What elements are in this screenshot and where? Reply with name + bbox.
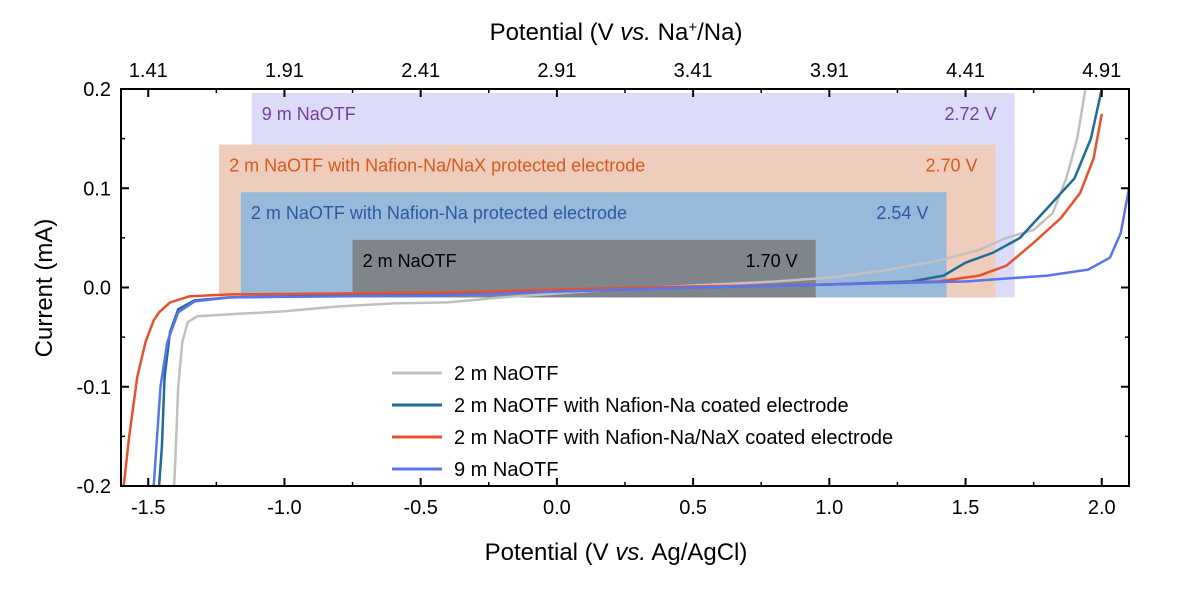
y-tick-label: 0.1	[83, 178, 111, 200]
x-tick-label: 0.5	[679, 497, 707, 519]
band-label-0: 9 m NaOTF	[262, 104, 356, 124]
axis-ticks: -1.5 -1.0 -0.5 0.0 0.5 1.0 1.5 2.0 1.41 1.91 2.41 2…	[77, 60, 1129, 519]
legend: 2 m NaOTF 2 m NaOTF with Nafion-Na coated…	[392, 363, 893, 481]
y-tick-label: 0.0	[83, 278, 111, 300]
x-axis-title: Potential (V vs. Ag/AgCl)	[485, 539, 748, 566]
top-x-tick-label: 1.41	[129, 60, 168, 82]
series-lines	[122, 88, 1131, 487]
x-tick-label: 1.5	[952, 497, 980, 519]
y-tick-label: -0.2	[77, 476, 111, 498]
top-x-tick-label: 1.91	[265, 60, 304, 82]
x-tick-label: 0.0	[543, 497, 571, 519]
top-x-axis-title: Potential (V vs. Na+/Na)	[490, 19, 743, 47]
x-tick-label: -1.0	[267, 497, 301, 519]
band-value-label-3: 1.70 V	[746, 251, 798, 271]
x-tick-label: 2.0	[1088, 497, 1116, 519]
top-x-tick-label: 3.41	[674, 60, 713, 82]
band-label-2: 2 m NaOTF with Nafion-Na protected elect…	[251, 203, 627, 223]
y-tick-label: -0.1	[77, 377, 111, 399]
top-x-tick-label: 4.91	[1082, 60, 1121, 82]
legend-label-2: 2 m NaOTF with Nafion-Na/NaX coated elec…	[454, 427, 893, 449]
series-line-3	[152, 187, 1131, 487]
top-x-tick-label: 3.91	[810, 60, 849, 82]
y-axis-title: Current (mA)	[31, 219, 58, 358]
band-label-1: 2 m NaOTF with Nafion-Na/NaX protected e…	[229, 156, 645, 176]
band-label-3: 2 m NaOTF	[363, 251, 457, 271]
band-value-label-2: 2.54 V	[876, 203, 928, 223]
top-x-tick-label: 2.91	[537, 60, 576, 82]
legend-label-0: 2 m NaOTF	[454, 363, 558, 385]
legend-label-3: 9 m NaOTF	[454, 459, 558, 481]
y-tick-label: 0.2	[83, 79, 111, 101]
band-value-label-0: 2.72 V	[945, 104, 997, 124]
top-x-tick-label: 4.41	[946, 60, 985, 82]
legend-label-1: 2 m NaOTF with Nafion-Na coated electrod…	[454, 395, 849, 417]
x-tick-label: -0.5	[403, 497, 437, 519]
top-x-tick-label: 2.41	[401, 60, 440, 82]
stability-window-bands: 9 m NaOTF 2.72 V 2 m NaOTF with Nafion-Na/…	[219, 92, 1015, 298]
series-line-2	[122, 113, 1104, 487]
x-tick-label: -1.5	[131, 497, 165, 519]
x-tick-label: 1.0	[815, 497, 843, 519]
band-value-label-1: 2.70 V	[925, 156, 977, 176]
